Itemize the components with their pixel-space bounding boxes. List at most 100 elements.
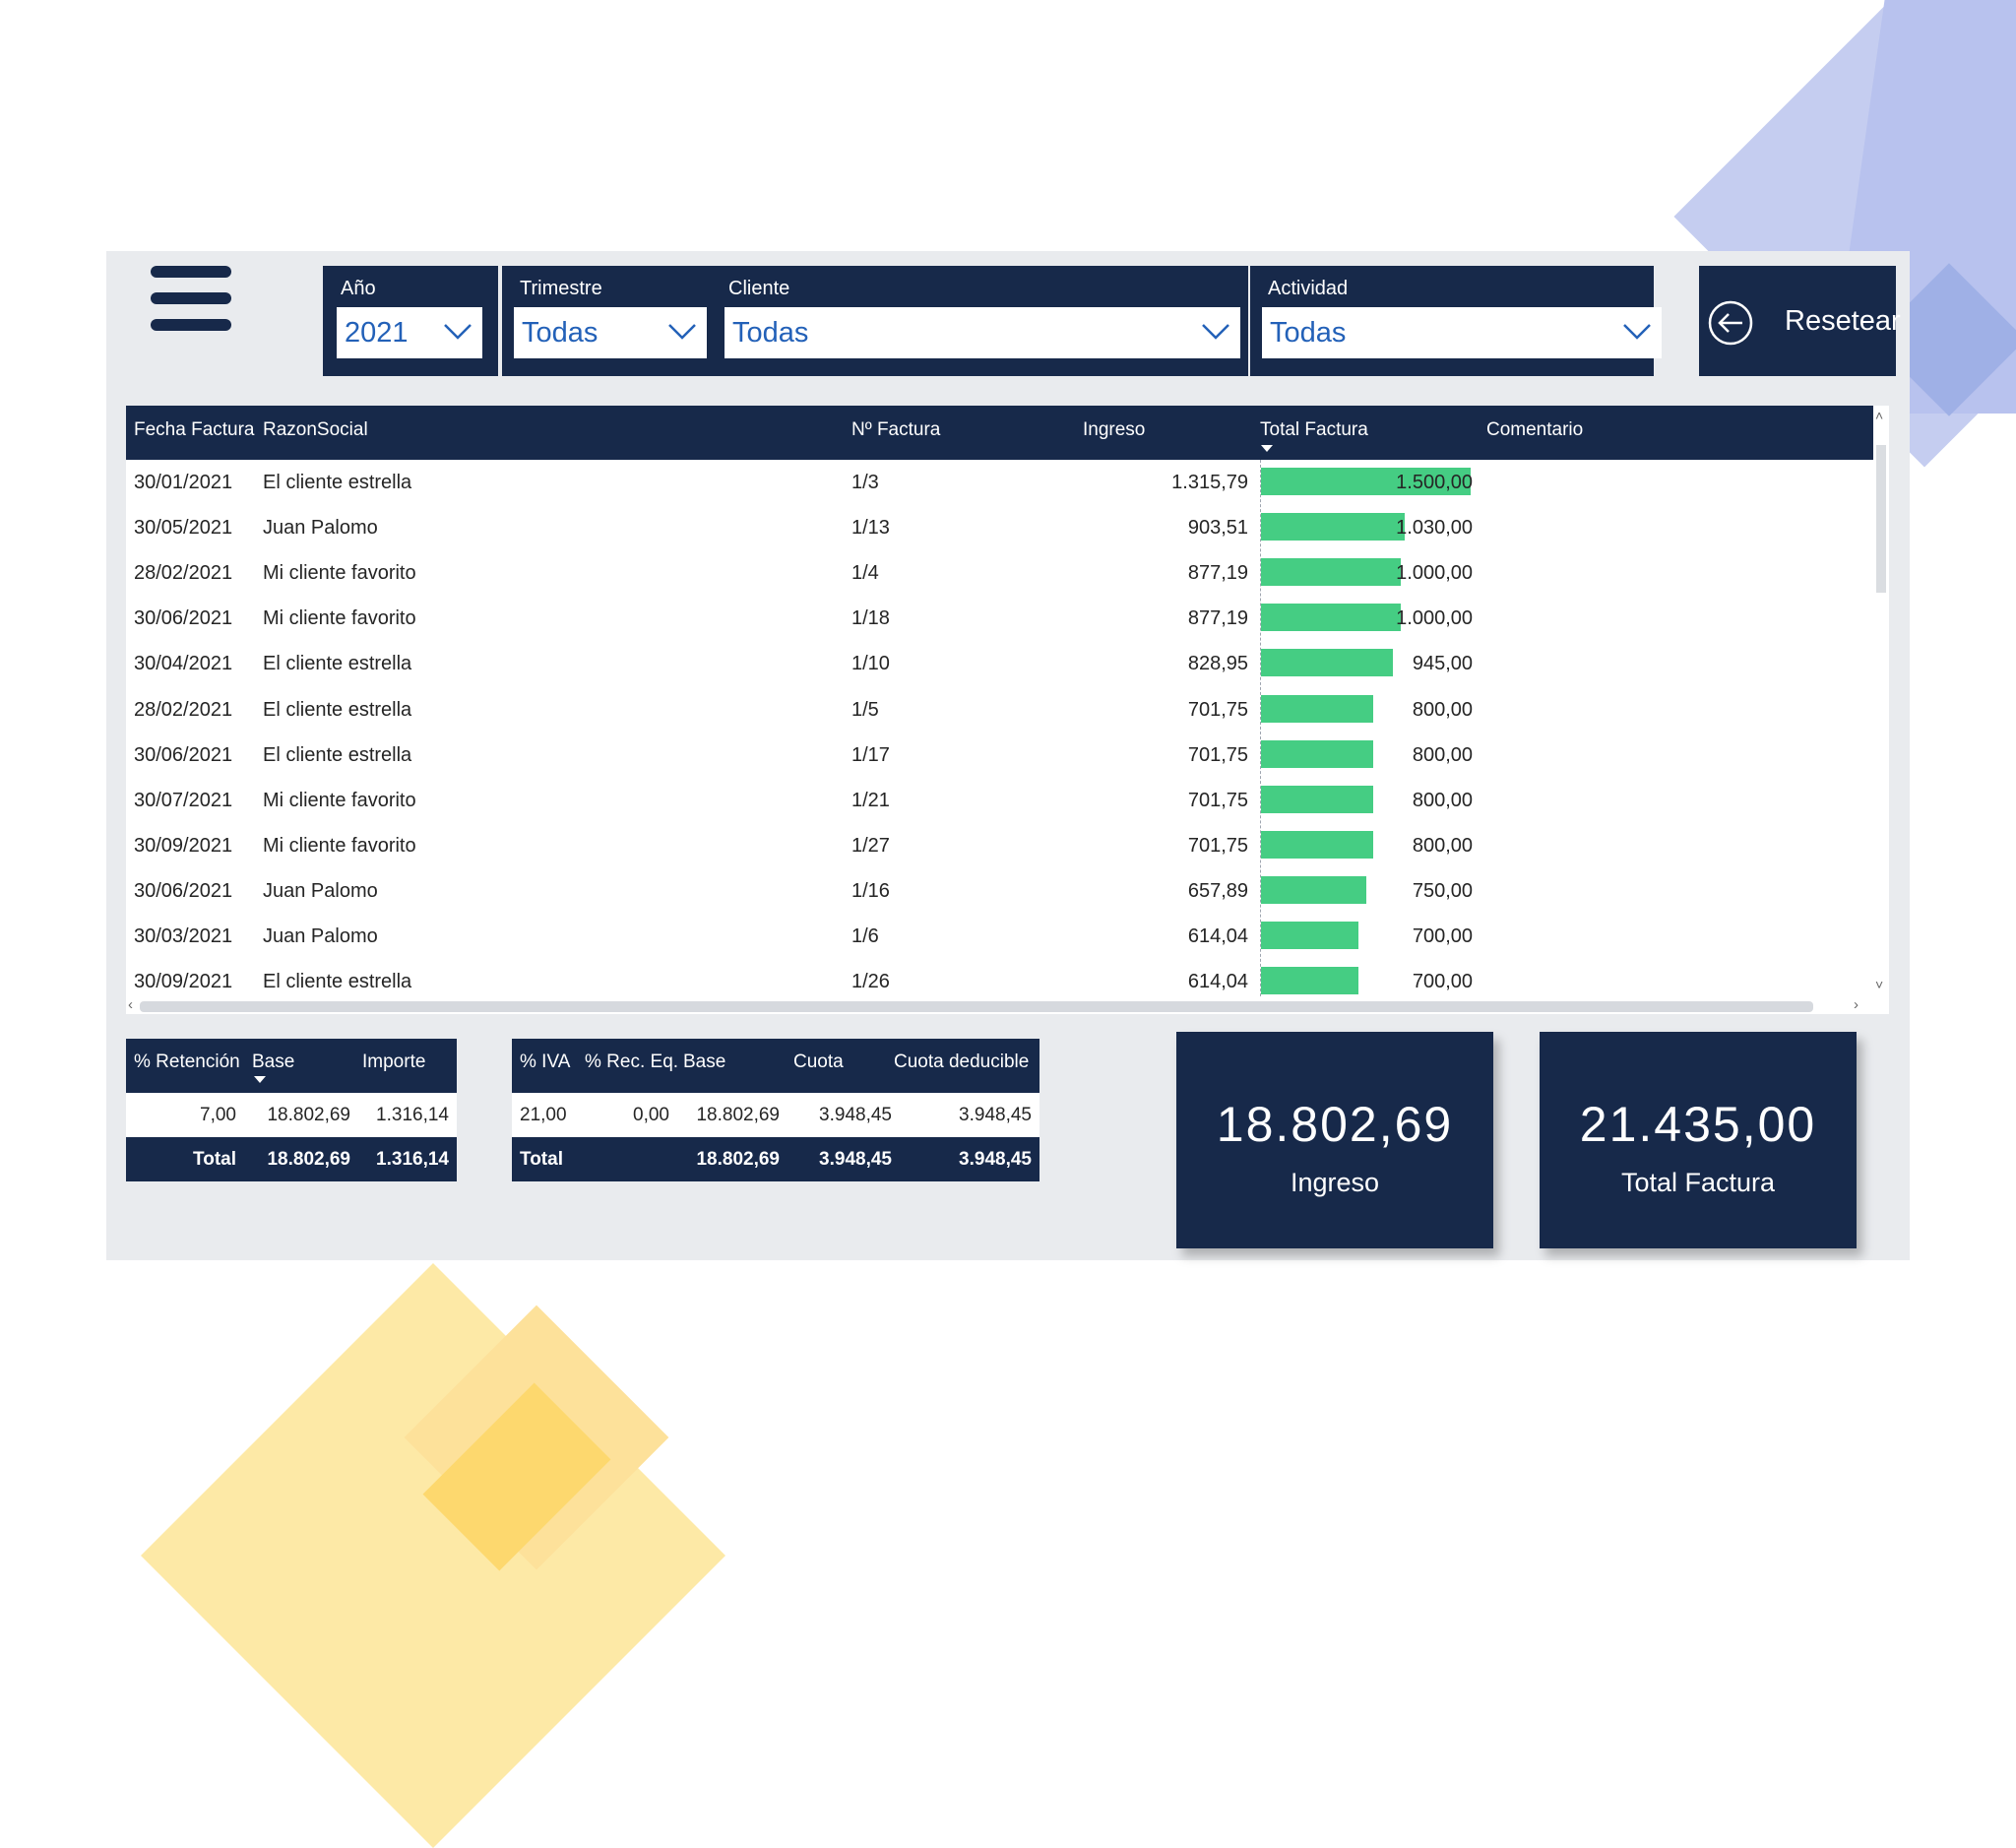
table-total-row: Total 18.802,69 3.948,45 3.948,45 [512, 1137, 1040, 1181]
kpi-label: Ingreso [1290, 1168, 1380, 1197]
column-header[interactable]: Ingreso [1083, 419, 1146, 440]
table-header: % Retención Base Importe [126, 1039, 457, 1093]
cell-numero-factura: 1/18 [851, 607, 890, 629]
total-label: Total [520, 1149, 563, 1170]
cell-numero-factura: 1/21 [851, 790, 890, 811]
cell-fecha: 30/07/2021 [134, 790, 233, 811]
cell-total-factura: 800,00 [1412, 790, 1473, 811]
cell-fecha: 30/09/2021 [134, 835, 233, 857]
table-total-row: Total 18.802,69 1.316,14 [126, 1137, 457, 1181]
activity-dropdown[interactable]: Todas [1262, 307, 1662, 358]
table-body: 30/01/2021 El cliente estrella 1/3 1.315,79… [126, 460, 1873, 1006]
client-filter-label: Cliente [728, 278, 790, 299]
cell-razon-social: Mi cliente favorito [263, 790, 416, 811]
chevron-down-icon [1623, 324, 1651, 340]
total-base: 18.802,69 [696, 1149, 780, 1170]
table-row[interactable]: 30/01/2021 El cliente estrella 1/3 1.315,79… [126, 460, 1873, 505]
column-header[interactable]: % Rec. Eq. [585, 1051, 679, 1072]
total-base: 18.802,69 [267, 1149, 350, 1170]
table-row[interactable]: 30/07/2021 Mi cliente favorito 1/21 701,75 8… [126, 778, 1873, 823]
table-row[interactable]: 30/05/2021 Juan Palomo 1/13 903,51 1.030,00 [126, 505, 1873, 550]
iva-table: % IVA % Rec. Eq. Base Cuota Cuota deduci… [512, 1039, 1040, 1181]
column-header[interactable]: Cuota deducible [894, 1051, 1030, 1072]
total-factura-bar [1261, 468, 1471, 495]
scroll-right-icon[interactable]: › [1854, 996, 1858, 1013]
cell-fecha: 28/02/2021 [134, 699, 233, 721]
chevron-down-icon [444, 324, 472, 340]
cell-total-factura: 1.030,00 [1396, 517, 1473, 539]
cell-fecha: 30/05/2021 [134, 517, 233, 539]
cell-total-factura: 1.000,00 [1396, 607, 1473, 629]
total-deductible-quota: 3.948,45 [959, 1149, 1032, 1170]
table-row[interactable]: 30/09/2021 El cliente estrella 1/26 614,04 7… [126, 959, 1873, 1004]
kpi-value: 21.435,00 [1579, 1097, 1817, 1152]
total-factura-bar [1261, 967, 1358, 994]
kpi-label: Total Factura [1620, 1168, 1776, 1197]
cell-ingreso: 614,04 [1187, 971, 1248, 992]
table-row[interactable]: 28/02/2021 El cliente estrella 1/5 701,75 80… [126, 687, 1873, 733]
column-header[interactable]: Total Factura [1260, 419, 1368, 440]
cell-numero-factura: 1/6 [851, 925, 879, 947]
column-header[interactable]: Nº Factura [851, 419, 941, 440]
reset-button[interactable]: Resetear [1699, 266, 1901, 376]
chevron-down-icon [1202, 324, 1229, 340]
cell-numero-factura: 1/10 [851, 653, 890, 674]
cell-total-factura: 800,00 [1412, 744, 1473, 766]
column-header[interactable]: % IVA [520, 1051, 571, 1072]
rec-eq-percent: 0,00 [633, 1105, 669, 1125]
client-dropdown[interactable]: Todas [724, 307, 1240, 358]
cell-fecha: 30/09/2021 [134, 971, 233, 992]
total-factura-bar [1261, 831, 1373, 859]
cell-ingreso: 701,75 [1187, 835, 1248, 857]
table-row: 21,00 0,00 18.802,69 3.948,45 3.948,45 [512, 1093, 1040, 1137]
column-header[interactable]: Comentario [1486, 419, 1584, 440]
cell-total-factura: 800,00 [1412, 835, 1473, 857]
cell-total-factura: 945,00 [1412, 653, 1473, 674]
cell-total-factura: 700,00 [1412, 925, 1473, 947]
cell-total-factura: 800,00 [1412, 699, 1473, 721]
table-row[interactable]: 30/03/2021 Juan Palomo 1/6 614,04 700,00 [126, 914, 1873, 959]
column-header[interactable]: % Retención [134, 1051, 240, 1072]
cell-ingreso: 903,51 [1187, 517, 1248, 539]
column-header[interactable]: Base [683, 1051, 726, 1072]
cell-razon-social: El cliente estrella [263, 653, 412, 674]
scroll-left-icon[interactable]: ‹ [128, 996, 133, 1013]
table-row[interactable]: 30/06/2021 Juan Palomo 1/16 657,89 750,00 [126, 868, 1873, 914]
cell-ingreso: 701,75 [1187, 699, 1248, 721]
column-header[interactable]: Fecha Factura [134, 419, 255, 440]
year-dropdown[interactable]: 2021 [337, 307, 482, 358]
scroll-up-icon[interactable]: ˄ [1875, 408, 1884, 423]
cell-numero-factura: 1/16 [851, 880, 890, 902]
table-row: 7,00 18.802,69 1.316,14 [126, 1093, 457, 1137]
table-row[interactable]: 30/06/2021 Mi cliente favorito 1/18 877,19 1… [126, 596, 1873, 641]
menu-icon[interactable] [151, 266, 231, 331]
total-factura-bar [1261, 740, 1373, 768]
cell-razon-social: Mi cliente favorito [263, 607, 416, 629]
table-row[interactable]: 30/09/2021 Mi cliente favorito 1/27 701,75 8… [126, 823, 1873, 868]
table-row[interactable]: 28/02/2021 Mi cliente favorito 1/4 877,19 1.… [126, 550, 1873, 596]
total-factura-bar [1261, 604, 1401, 631]
table-row[interactable]: 30/06/2021 El cliente estrella 1/17 701,75 8… [126, 733, 1873, 778]
column-header[interactable]: Importe [362, 1051, 426, 1072]
column-header[interactable]: Cuota [793, 1051, 844, 1072]
table-row[interactable]: 30/04/2021 El cliente estrella 1/10 828,95 9… [126, 641, 1873, 686]
column-header[interactable]: Base [252, 1051, 295, 1072]
cell-ingreso: 877,19 [1187, 562, 1248, 584]
total-amount: 1.316,14 [376, 1149, 449, 1170]
column-header[interactable]: RazonSocial [263, 419, 368, 440]
scrollbar-thumb[interactable] [1876, 445, 1886, 593]
kpi-card-ingreso: 18.802,69 Ingreso [1176, 1032, 1493, 1248]
cell-total-factura: 700,00 [1412, 971, 1473, 992]
quarter-filter-label: Trimestre [520, 278, 602, 299]
horizontal-scrollbar[interactable]: ‹ › [126, 996, 1873, 1014]
total-factura-bar [1261, 786, 1373, 813]
year-filter: Año 2021 [323, 266, 498, 376]
total-factura-bar [1261, 922, 1358, 949]
quarter-dropdown[interactable]: Todas [514, 307, 707, 358]
vertical-scrollbar[interactable]: ˄ ˅ [1873, 406, 1889, 1014]
cell-razon-social: El cliente estrella [263, 971, 412, 992]
scroll-down-icon[interactable]: ˅ [1875, 977, 1884, 992]
retention-amount: 1.316,14 [376, 1105, 449, 1125]
scrollbar-thumb[interactable] [140, 1001, 1813, 1012]
total-factura-bar [1261, 513, 1405, 541]
